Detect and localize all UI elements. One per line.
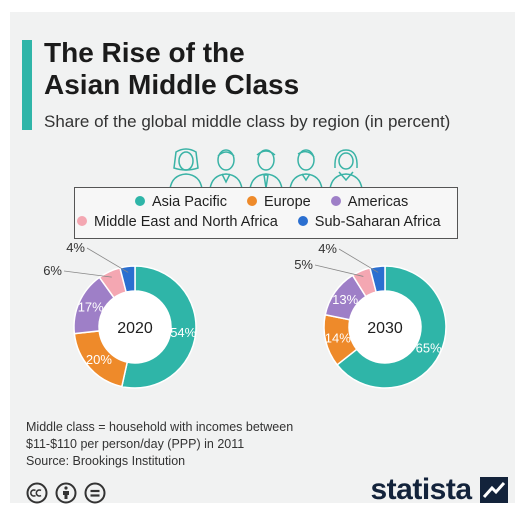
page-title: The Rise of the Asian Middle Class — [44, 37, 299, 101]
title-line-2: Asian Middle Class — [44, 69, 300, 100]
legend-item-americas: Americas — [330, 194, 409, 210]
person-male-icon — [209, 149, 243, 190]
infographic-card — [10, 12, 515, 503]
statista-logo: statista — [370, 473, 508, 507]
legend-label: Middle East and North Africa — [94, 214, 278, 230]
footnotes: Middle class = household with incomes be… — [26, 419, 293, 470]
donut-2030-leader-mena — [314, 264, 364, 277]
legend-swatch — [135, 196, 145, 206]
donut-2020-label-asia-pacific: 54% — [170, 325, 196, 340]
legend-label: Sub-Saharan Africa — [314, 214, 441, 230]
source-text: Source: Brookings Institution — [26, 454, 186, 468]
cc-icon[interactable] — [26, 482, 48, 504]
chart-legend: Asia Pacific Europe Americas Middle East… — [74, 187, 458, 239]
donut-2030-label-europe: 14% — [325, 331, 351, 346]
title-line-1: The Rise of the — [44, 37, 245, 68]
brand-name: statista — [370, 473, 473, 506]
donut-2020-leader-mena — [63, 270, 112, 278]
person-male-tie-icon — [249, 149, 283, 190]
donut-2030-center — [349, 291, 421, 363]
donut-2030-leader-ssa — [338, 248, 379, 273]
donut-2020-label-europe: 20% — [86, 352, 112, 367]
no-derivatives-icon[interactable] — [84, 482, 106, 504]
donut-2020-label-ssa: 4% — [66, 240, 85, 255]
legend-swatch — [77, 216, 87, 226]
donut-2020-label-americas: 17% — [78, 300, 104, 315]
person-female-scarf-icon — [329, 149, 363, 190]
donut-2020-year-label: 2020 — [117, 320, 153, 337]
legend-item-europe: Europe — [246, 194, 311, 210]
donut-2020-center — [99, 291, 171, 363]
people-illustration — [169, 148, 363, 190]
legend-item-asia-pacific: Asia Pacific — [135, 194, 227, 210]
donut-2030-label-asia-pacific: 65% — [416, 341, 442, 356]
title-accent-bar — [22, 40, 32, 130]
donut-2030-year-label: 2030 — [367, 320, 403, 337]
note-line-1: Middle class = household with incomes be… — [26, 420, 294, 434]
legend-label: Asia Pacific — [152, 194, 227, 210]
legend-item-mena: Middle East and North Africa — [77, 214, 278, 230]
subtitle: Share of the global middle class by regi… — [44, 112, 451, 131]
legend-label: Americas — [347, 194, 409, 210]
donut-2030-label-americas: 13% — [332, 292, 358, 307]
person-female-icon — [169, 148, 203, 190]
legend-label: Europe — [263, 194, 311, 210]
attribution-icon[interactable] — [55, 482, 77, 504]
statista-logo-mark — [480, 477, 508, 503]
legend-row-1: Asia Pacific Europe Americas — [135, 194, 424, 210]
donut-2020-label-mena: 6% — [43, 263, 62, 278]
note-line-2: $11-$110 per person/day (PPP) in 2011 — [26, 437, 245, 451]
donut-2030-label-mena: 5% — [294, 257, 313, 272]
legend-item-ssa: Sub-Saharan Africa — [297, 214, 441, 230]
donut-2020-leader-ssa — [86, 247, 129, 273]
legend-swatch — [297, 216, 308, 226]
legend-swatch — [246, 196, 257, 206]
legend-row-2: Middle East and North Africa Sub-Saharan… — [77, 214, 457, 230]
license-icons — [26, 482, 106, 504]
donut-charts: 54% 20% 17% 6% 4% 2020 65% 14% 13% 5% 4% 2030 — [43, 240, 447, 389]
legend-swatch — [330, 196, 341, 206]
donut-2030-label-ssa: 4% — [318, 241, 337, 256]
person-male-icon — [289, 149, 323, 190]
